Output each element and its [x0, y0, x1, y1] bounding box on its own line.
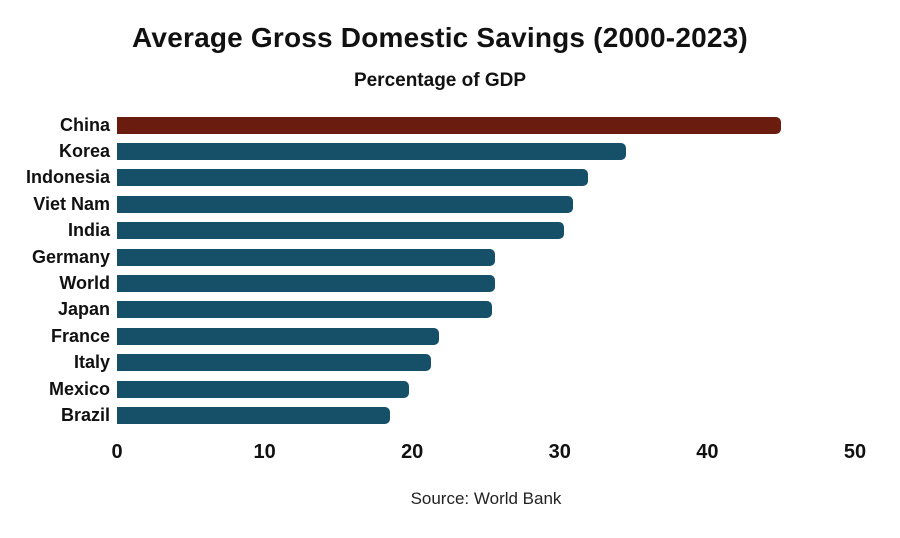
bar-row: France [0, 323, 900, 349]
bar-row: Viet Nam [0, 191, 900, 217]
x-tick-label: 20 [401, 441, 424, 463]
category-label: Viet Nam [33, 193, 110, 214]
category-label: Japan [57, 299, 110, 320]
bar-track [117, 222, 855, 240]
bar-track [117, 380, 855, 398]
bar-row: China [0, 112, 900, 138]
bar-korea [117, 143, 627, 161]
bar-track [117, 116, 855, 134]
bar-track [117, 143, 855, 161]
category-label: Mexico [48, 378, 110, 399]
bar-row: Korea [0, 138, 900, 164]
bar-track [117, 275, 855, 293]
bar-india [117, 222, 565, 240]
bar-mexico [117, 380, 410, 398]
source-note: Source: World Bank [410, 489, 562, 508]
bar-italy [117, 354, 432, 372]
chart-title: Average Gross Domestic Savings (2000-202… [132, 22, 748, 53]
category-label: Korea [58, 141, 110, 162]
bar-viet-nam [117, 195, 574, 213]
bar-world [117, 275, 495, 293]
category-label: China [59, 114, 110, 135]
bar-row: Mexico [0, 376, 900, 402]
bar-row: World [0, 270, 900, 296]
category-label: India [67, 220, 110, 241]
chart-subtitle: Percentage of GDP [353, 70, 527, 91]
bar-china [117, 116, 782, 134]
x-tick-label: 40 [696, 441, 719, 463]
bar-germany [117, 248, 495, 266]
bar-row: Indonesia [0, 165, 900, 191]
bar-track [117, 248, 855, 266]
x-tick-label: 0 [111, 441, 123, 463]
x-tick-label: 50 [843, 441, 867, 463]
category-label: Indonesia [25, 167, 110, 188]
bar-row: Italy [0, 350, 900, 376]
bar-track [117, 354, 855, 372]
bar-track [117, 169, 855, 187]
bar-row: India [0, 218, 900, 244]
category-label: Italy [73, 352, 110, 373]
bar-france [117, 327, 439, 345]
bar-indonesia [117, 169, 588, 187]
category-label: Germany [31, 246, 110, 267]
x-tick-label: 30 [548, 441, 571, 463]
category-label: Brazil [60, 404, 110, 425]
bar-japan [117, 301, 492, 319]
bar-brazil [117, 406, 391, 424]
x-axis: 0 10 20 30 40 50 [111, 441, 866, 465]
bar-row: Japan [0, 297, 900, 323]
bar-rows: China Korea Indonesia Viet Nam India Germany W… [0, 112, 900, 429]
category-label: World [59, 273, 110, 294]
category-label: France [50, 325, 110, 346]
bar-track [117, 327, 855, 345]
bar-track [117, 195, 855, 213]
bar-track [117, 406, 855, 424]
bar-track [117, 301, 855, 319]
x-tick-label: 10 [253, 441, 276, 463]
bar-row: Brazil [0, 402, 900, 428]
bar-row: Germany [0, 244, 900, 270]
